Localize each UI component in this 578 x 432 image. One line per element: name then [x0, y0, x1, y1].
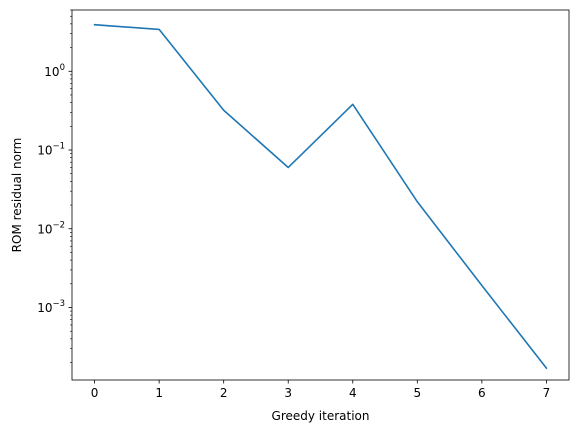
- y-tick-label: 10−3: [37, 299, 65, 315]
- y-tick-label: 10−2: [37, 220, 65, 236]
- y-axis-label: ROM residual norm: [10, 138, 24, 253]
- x-tick-label: 4: [349, 386, 357, 400]
- x-tick-label: 7: [543, 386, 551, 400]
- y-tick-label-exponent: 0: [60, 63, 65, 73]
- x-tick-label: 1: [155, 386, 163, 400]
- x-tick-label: 0: [91, 386, 99, 400]
- y-tick-label: 10−1: [37, 142, 65, 158]
- y-tick-label-base: 10: [37, 144, 52, 158]
- y-tick-label-base: 10: [37, 222, 52, 236]
- x-tick-label: 6: [478, 386, 486, 400]
- plot-area-background: [72, 10, 569, 380]
- y-tick-label-exponent: −2: [52, 220, 65, 230]
- x-tick-label: 3: [284, 386, 292, 400]
- y-tick-label-exponent: −3: [52, 299, 65, 309]
- x-tick-label: 2: [220, 386, 228, 400]
- plot-frame: [71, 9, 570, 381]
- x-axis-label: Greedy iteration: [272, 409, 370, 423]
- y-tick-label: 100: [44, 63, 65, 79]
- x-tick-label: 5: [413, 386, 421, 400]
- y-tick-label-exponent: −1: [52, 142, 65, 152]
- y-tick-label-base: 10: [44, 65, 59, 79]
- series-line: [93, 23, 548, 370]
- x-axis-ticks: 0 1 2 3 4 5 6 7: [91, 380, 550, 400]
- y-tick-label-base: 10: [37, 301, 52, 315]
